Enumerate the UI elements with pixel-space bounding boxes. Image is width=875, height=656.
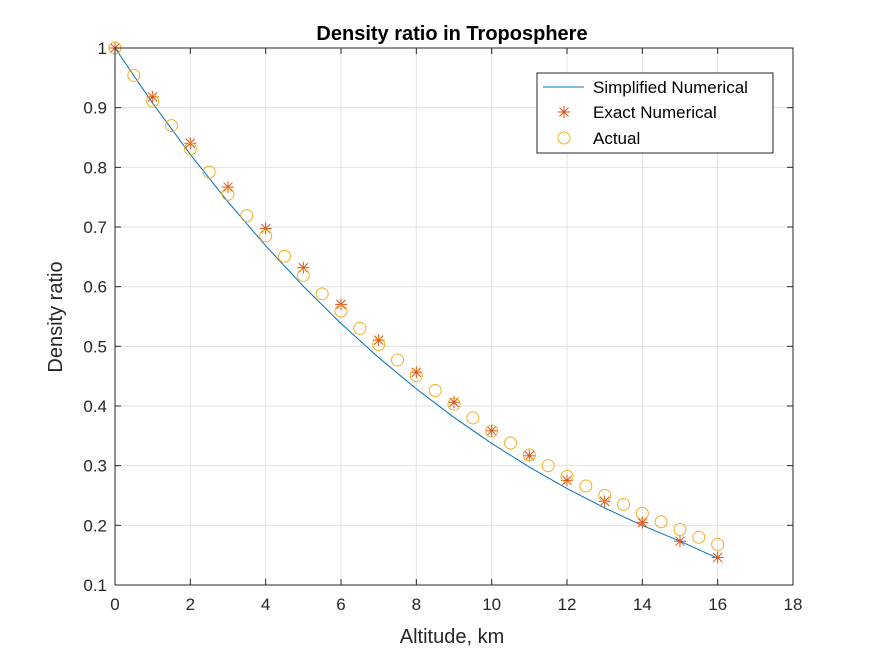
point-actual xyxy=(259,229,273,243)
point-actual xyxy=(522,448,536,462)
legend-label-exact: Exact Numerical xyxy=(593,103,717,122)
point-exact-numerical xyxy=(485,424,498,437)
star-stroke xyxy=(336,299,346,310)
point-actual xyxy=(654,515,668,529)
point-exact-numerical xyxy=(410,366,423,379)
star-stroke xyxy=(223,182,233,192)
star-stroke xyxy=(712,552,723,563)
point-actual xyxy=(334,304,348,318)
y-tick-label: 0.2 xyxy=(83,516,107,535)
star-stroke xyxy=(298,262,309,273)
point-actual xyxy=(127,68,141,82)
legend-box xyxy=(536,72,774,154)
star-stroke xyxy=(675,536,685,547)
point-actual xyxy=(428,383,442,397)
legend-label-simplified: Simplified Numerical xyxy=(593,78,748,97)
x-tick-label: 16 xyxy=(708,595,727,614)
y-tick-label: 0.3 xyxy=(83,457,107,476)
x-tick-label: 10 xyxy=(482,595,501,614)
star-stroke xyxy=(524,450,535,461)
point-exact-numerical xyxy=(711,551,724,564)
y-tick-label: 0.8 xyxy=(83,158,107,177)
legend: Simplified Numerical Exact Numerical Act… xyxy=(536,72,774,154)
axes-box xyxy=(114,47,794,586)
star-stroke xyxy=(562,475,572,486)
point-actual xyxy=(353,321,367,335)
point-actual xyxy=(485,424,499,438)
point-actual xyxy=(409,369,423,383)
point-actual xyxy=(617,497,630,511)
point-actual xyxy=(202,165,216,179)
point-actual xyxy=(466,411,480,425)
point-actual xyxy=(296,268,310,282)
point-actual xyxy=(673,523,687,537)
point-actual xyxy=(278,249,291,263)
x-tick-label: 12 xyxy=(558,595,577,614)
legend-swatch-exact xyxy=(558,106,570,118)
series-layer xyxy=(108,41,725,564)
chart-title: Density ratio in Troposphere xyxy=(316,23,587,45)
legend-label-actual: Actual xyxy=(593,129,640,148)
point-actual xyxy=(240,209,254,223)
y-tick-label: 0.7 xyxy=(83,218,107,237)
point-exact-numerical xyxy=(335,298,347,311)
point-actual xyxy=(692,530,706,544)
star-stroke xyxy=(637,517,648,528)
point-exact-numerical xyxy=(259,222,272,235)
x-axis-title: Altitude, km xyxy=(400,626,504,648)
point-actual xyxy=(221,187,235,201)
star-stroke xyxy=(147,92,158,102)
y-tick-label: 0.4 xyxy=(83,397,107,416)
point-actual xyxy=(579,479,593,493)
y-axis-title: Density ratio xyxy=(45,261,67,372)
legend-swatch-actual xyxy=(557,131,571,145)
point-actual xyxy=(560,469,574,483)
point-actual xyxy=(183,142,197,156)
y-tick-label: 0.1 xyxy=(83,576,107,595)
y-tick-label: 0.5 xyxy=(83,337,107,356)
series-line-simplified-numerical xyxy=(114,47,718,559)
x-tick-label: 0 xyxy=(110,595,119,614)
point-actual xyxy=(165,119,178,133)
point-actual xyxy=(372,338,386,352)
point-exact-numerical xyxy=(636,516,649,529)
x-tick-label: 6 xyxy=(336,595,345,614)
x-tick-label: 4 xyxy=(261,595,270,614)
point-actual xyxy=(315,287,329,301)
point-actual xyxy=(391,353,404,367)
x-tick-label: 18 xyxy=(784,595,803,614)
x-tick-label: 2 xyxy=(186,595,195,614)
y-tick-label: 0.6 xyxy=(83,278,107,297)
point-exact-numerical xyxy=(674,535,686,548)
tick-layer: 0 2 4 6 8 10 12 14 16 18 0.1 0.2 0.3 0.4 0.5 0.6 0.7 0.8 0… xyxy=(83,39,802,614)
star-stroke xyxy=(411,367,422,378)
point-actual xyxy=(447,397,461,411)
y-tick-label: 1 xyxy=(98,39,107,58)
point-exact-numerical xyxy=(297,261,310,274)
point-exact-numerical xyxy=(523,449,536,462)
x-tick-label: 14 xyxy=(633,595,652,614)
point-actual xyxy=(635,506,649,520)
point-actual xyxy=(598,489,612,502)
star-stroke xyxy=(486,425,497,436)
star-stroke xyxy=(373,335,384,345)
y-tick-label: 0.9 xyxy=(83,99,107,118)
point-actual xyxy=(541,459,555,473)
point-actual xyxy=(711,537,725,551)
star-stroke xyxy=(260,223,271,234)
point-actual xyxy=(146,94,160,108)
point-actual xyxy=(504,436,517,450)
point-exact-numerical xyxy=(222,181,234,194)
x-tick-label: 8 xyxy=(412,595,421,614)
